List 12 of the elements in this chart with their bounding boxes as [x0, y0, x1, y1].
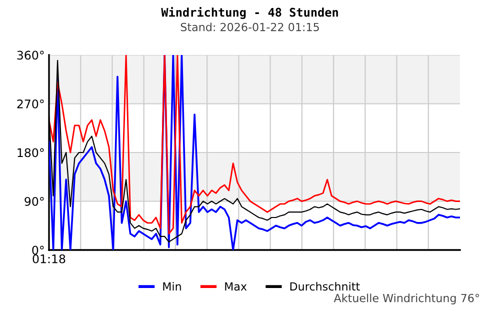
x-tick-label: 01:18 [32, 254, 66, 264]
legend-label: Min [163, 282, 181, 290]
y-tick-label: 0° [32, 246, 44, 255]
text: Aktuelle Windrichtung 76° [334, 294, 479, 304]
chart-title: Windrichtung - 48 Stunden [161, 6, 338, 20]
y-tick-label: 360° [17, 50, 44, 60]
y-tick-label: 270° [17, 99, 44, 108]
chart-subtitle: Stand: 2026-01-22 01:15 [180, 22, 319, 32]
y-tick-label: 180° [18, 148, 44, 158]
legend-label: Durchschnitt [290, 282, 360, 291]
legend-label: Max [225, 282, 247, 291]
y-tick-label: 90° [24, 196, 44, 206]
